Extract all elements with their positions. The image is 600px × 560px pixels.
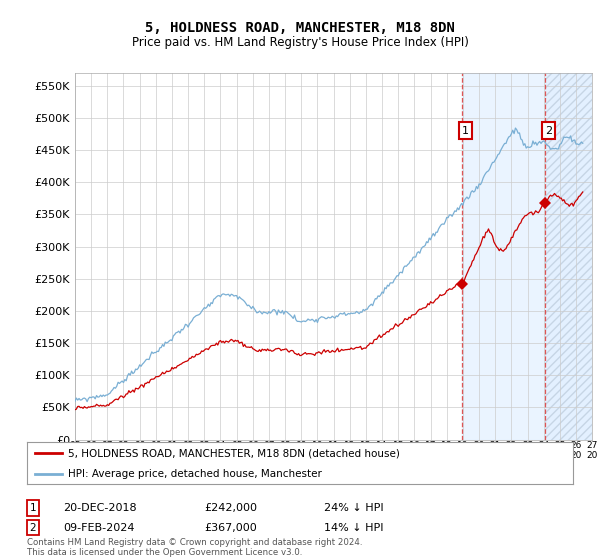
Text: 09-FEB-2024: 09-FEB-2024 — [63, 522, 134, 533]
Text: Price paid vs. HM Land Registry's House Price Index (HPI): Price paid vs. HM Land Registry's House … — [131, 36, 469, 49]
Text: 5, HOLDNESS ROAD, MANCHESTER, M18 8DN (detached house): 5, HOLDNESS ROAD, MANCHESTER, M18 8DN (d… — [68, 449, 400, 458]
Text: 14% ↓ HPI: 14% ↓ HPI — [324, 522, 383, 533]
Text: Contains HM Land Registry data © Crown copyright and database right 2024.
This d: Contains HM Land Registry data © Crown c… — [27, 538, 362, 557]
Text: 24% ↓ HPI: 24% ↓ HPI — [324, 503, 383, 513]
Text: 1: 1 — [29, 503, 37, 513]
Text: 20-DEC-2018: 20-DEC-2018 — [63, 503, 137, 513]
Bar — [545, 73, 592, 440]
Text: 5, HOLDNESS ROAD, MANCHESTER, M18 8DN: 5, HOLDNESS ROAD, MANCHESTER, M18 8DN — [145, 21, 455, 35]
Text: £367,000: £367,000 — [204, 522, 257, 533]
Text: £242,000: £242,000 — [204, 503, 257, 513]
Bar — [463, 73, 592, 440]
Text: 2: 2 — [545, 125, 552, 136]
Text: HPI: Average price, detached house, Manchester: HPI: Average price, detached house, Manc… — [68, 469, 322, 479]
Text: 1: 1 — [462, 125, 469, 136]
Text: 2: 2 — [29, 522, 37, 533]
